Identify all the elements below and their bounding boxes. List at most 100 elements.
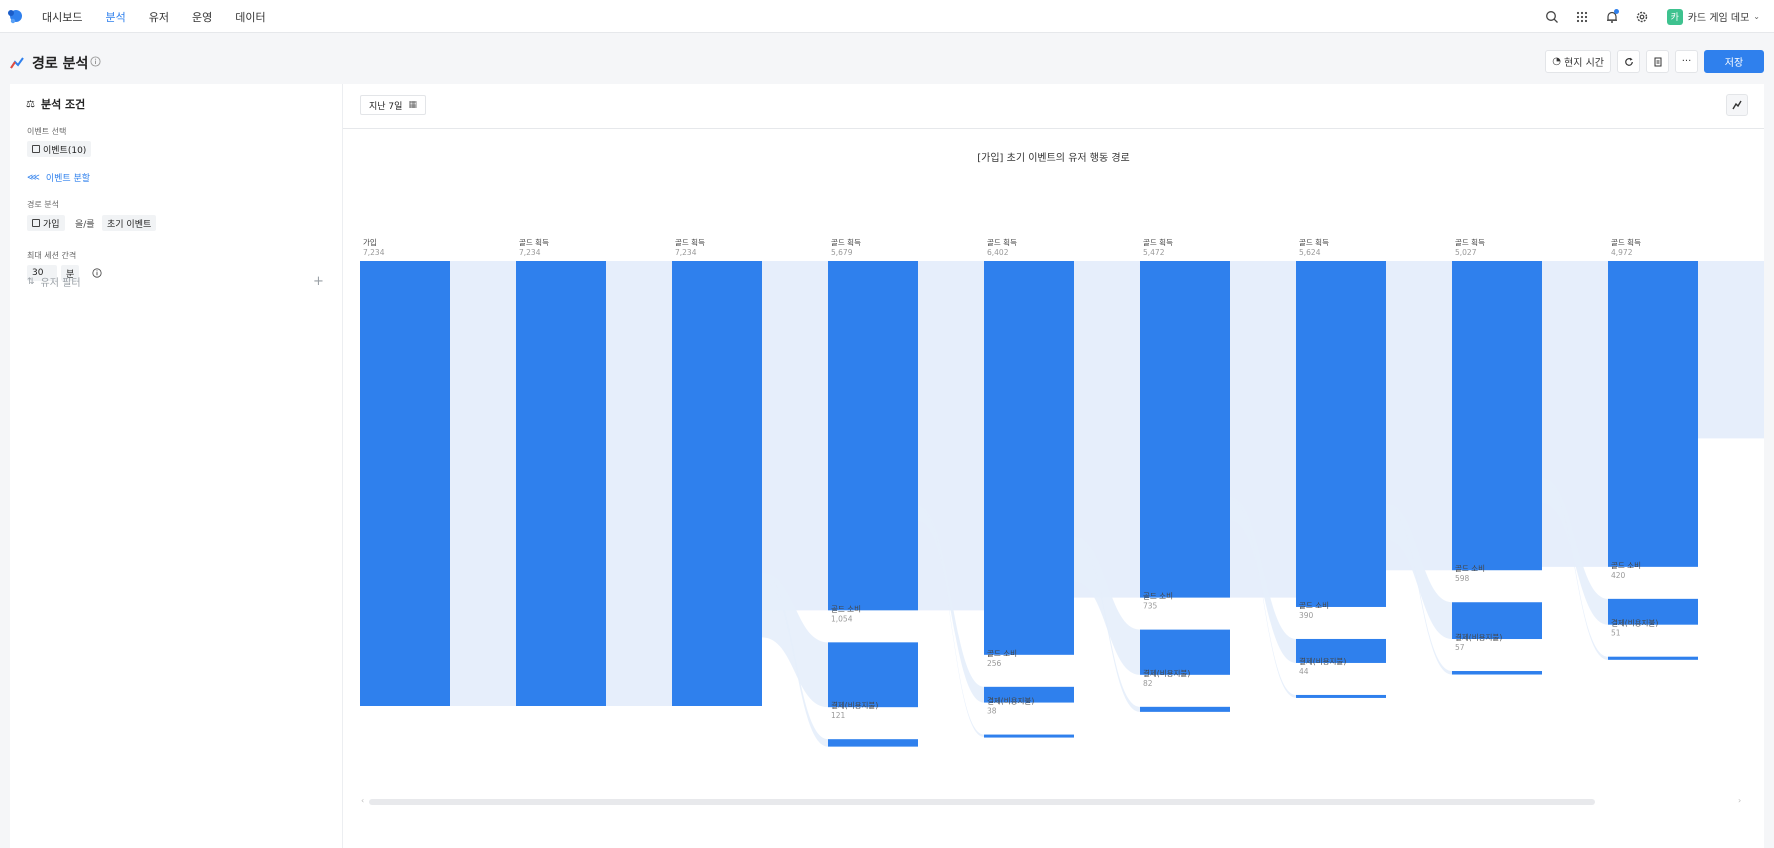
node-value: 5,027 (1455, 248, 1477, 257)
sankey-node-bar[interactable] (1452, 671, 1542, 675)
refresh-button[interactable] (1617, 50, 1640, 73)
node-label: 골드 획득 (831, 237, 861, 247)
event-select-chip[interactable]: 이벤트(10) (27, 141, 92, 157)
sankey-node-bar[interactable] (1452, 602, 1542, 640)
path-mode-chip[interactable]: 초기 이벤트 (102, 215, 157, 231)
horizontal-scrollbar[interactable] (369, 799, 1595, 805)
sankey-node-bar[interactable] (1452, 261, 1542, 571)
sankey-node-bar[interactable] (516, 261, 606, 706)
chevron-down-icon: ⌄ (1753, 12, 1760, 21)
path-analysis-label: 경로 분석 (27, 200, 59, 209)
node-label: 골드 획득 (987, 237, 1017, 247)
notification-bell-icon[interactable] (1597, 0, 1627, 33)
sankey-node-bar[interactable] (984, 261, 1074, 655)
filter-icon (32, 145, 40, 153)
flow-link (918, 261, 984, 611)
node-label: 결제(비용지불) (831, 700, 878, 710)
save-button[interactable]: 저장 (1704, 50, 1764, 73)
sankey-links (450, 261, 1764, 747)
node-label: 골드 소비 (1143, 592, 1173, 601)
session-unit-select[interactable]: 분 (61, 265, 80, 281)
node-value: 7,234 (519, 248, 541, 257)
session-interval-input[interactable]: 30 (27, 265, 57, 281)
flow-link (918, 505, 984, 703)
flow-link (1386, 261, 1452, 571)
node-label: 골드 획득 (519, 237, 549, 247)
node-label: 골드 소비 (987, 649, 1017, 658)
more-options-button[interactable]: ··· (1675, 50, 1698, 73)
scroll-left-icon[interactable]: ‹ (361, 796, 365, 805)
sankey-node-bar[interactable] (360, 261, 450, 706)
flow-link (1074, 536, 1140, 675)
node-label: 골드 획득 (1611, 237, 1641, 247)
flow-link (762, 572, 828, 708)
filter-funnel-icon: ⚖ (26, 98, 35, 110)
user-filter-row[interactable]: ⇅ 유저 필터 (27, 274, 81, 290)
sankey-node-bar[interactable] (828, 261, 918, 611)
sankey-node-bar[interactable] (1296, 694, 1386, 698)
scroll-right-icon[interactable]: › (1738, 796, 1742, 805)
event-split-link[interactable]: ⋘ 이벤트 분할 (27, 171, 90, 185)
sankey-node-bar[interactable] (828, 642, 918, 708)
conditions-title-row: ⚖ 분석 조건 (26, 96, 85, 112)
chart-title: [가입] 초기 이벤트의 유저 행동 경로 (977, 153, 1130, 164)
flow-link (1230, 496, 1296, 663)
info-icon[interactable] (90, 56, 101, 67)
conditions-title: 분석 조건 (40, 98, 86, 111)
export-button[interactable] (1646, 50, 1669, 73)
sankey-node-bar[interactable] (1140, 261, 1230, 598)
nav-data[interactable]: 데이터 (235, 10, 266, 24)
node-value: 390 (1299, 611, 1314, 620)
sankey-node-bar[interactable] (1140, 629, 1230, 675)
date-range-picker[interactable]: 지난 7일 ▦ (360, 95, 426, 115)
node-value: 5,679 (831, 248, 853, 257)
sankey-node-bar[interactable] (984, 686, 1074, 703)
document-icon (1654, 57, 1661, 66)
flow-link (1074, 536, 1140, 712)
sankey-node-bar[interactable] (984, 734, 1074, 738)
sankey-node-bar[interactable] (1608, 598, 1698, 625)
node-value: 38 (987, 707, 997, 716)
analysis-conditions-panel: ⚖ 분석 조건 이벤트 선택 이벤트(10) ⋘ 이벤트 분할 경로 분석 가입… (10, 84, 343, 848)
refresh-icon (1624, 57, 1633, 66)
top-navigation-bar: 대시보드 분석 유저 운영 데이터 카 카드 게임 데모 ⌄ (0, 0, 1774, 33)
nav-analysis[interactable]: 분석 (105, 10, 126, 24)
sankey-node-bar[interactable] (1296, 638, 1386, 663)
sankey-node-bar[interactable] (828, 739, 918, 747)
node-value: 4,972 (1611, 248, 1633, 257)
sankey-node-bar[interactable] (672, 261, 762, 706)
brand-logo-icon[interactable] (7, 8, 23, 24)
path-chart-icon (1732, 100, 1742, 110)
path-connector-text: 을/를 (75, 220, 95, 230)
local-time-button[interactable]: ◔ 현지 시간 (1545, 50, 1611, 73)
flow-link (1542, 477, 1608, 625)
user-filter-label: 유저 필터 (40, 278, 81, 289)
sankey-node-bar[interactable] (1608, 656, 1698, 660)
node-label: 골드 소비 (1611, 561, 1641, 570)
search-icon[interactable] (1537, 0, 1567, 33)
calendar-icon: ▦ (408, 100, 417, 110)
toolbar-divider (343, 128, 1764, 129)
session-interval-label: 최대 세션 간격 (27, 251, 77, 260)
settings-gear-icon[interactable] (1627, 0, 1657, 33)
apps-grid-icon[interactable] (1567, 0, 1597, 33)
nav-users[interactable]: 유저 (148, 10, 169, 24)
share-node-icon: ⋘ (27, 172, 40, 183)
project-switcher[interactable]: 카 카드 게임 데모 ⌄ (1666, 8, 1760, 25)
sankey-node-bar[interactable] (1296, 261, 1386, 607)
add-filter-button[interactable]: + (313, 274, 324, 289)
sankey-node-bar[interactable] (1140, 706, 1230, 712)
nav-operations[interactable]: 운영 (191, 10, 213, 24)
node-label: 결제(비용지불) (1611, 618, 1658, 628)
node-value: 5,472 (1143, 248, 1165, 257)
node-value: 51 (1611, 629, 1621, 638)
node-label: 골드 획득 (1143, 237, 1173, 247)
info-icon[interactable] (92, 268, 102, 278)
chart-type-toggle[interactable] (1726, 94, 1748, 116)
node-label: 골드 획득 (675, 237, 705, 247)
notification-dot (1613, 9, 1619, 14)
sankey-node-bar[interactable] (1608, 261, 1698, 567)
path-start-event-chip[interactable]: 가입 (27, 215, 65, 231)
nav-dashboard[interactable]: 대시보드 (42, 10, 83, 24)
